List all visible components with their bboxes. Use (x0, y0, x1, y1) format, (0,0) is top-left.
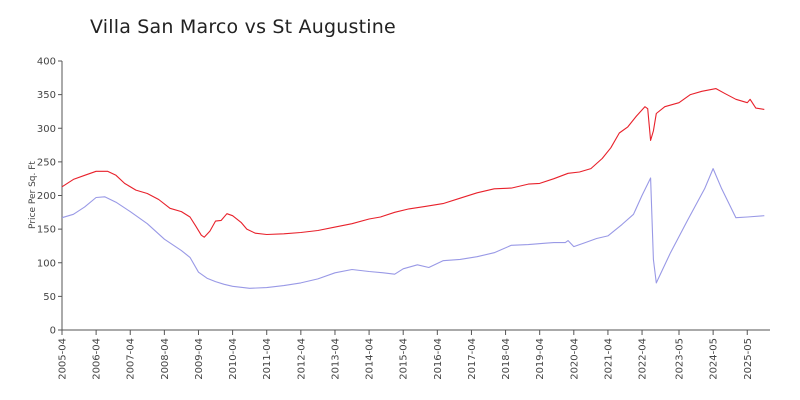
series-line-1 (61, 88, 765, 238)
x-tick-label: 2010-04 (228, 338, 239, 380)
x-tick-label: 2020-04 (569, 338, 580, 380)
x-tick-label: 2005-04 (58, 338, 69, 380)
y-tick-label: 100 (37, 258, 56, 269)
y-tick-label: 200 (37, 191, 56, 202)
x-tick-label: 2006-04 (92, 338, 103, 380)
x-tick-label: 2007-04 (126, 338, 137, 380)
y-tick-label: 0 (50, 326, 56, 337)
x-tick-label: 2009-04 (194, 338, 205, 380)
x-tick-label: 2012-04 (296, 338, 307, 380)
y-tick-label: 250 (37, 157, 56, 168)
x-tick-label: 2022-04 (638, 338, 649, 380)
x-tick-label: 2024-05 (709, 338, 720, 380)
y-tick-label: 400 (37, 57, 56, 68)
x-tick-label: 2025-05 (743, 338, 754, 380)
x-tick-label: 2019-04 (535, 338, 546, 380)
chart-title: Villa San Marco vs St Augustine (90, 16, 396, 38)
x-tick-label: 2014-04 (365, 338, 376, 380)
axes: 0 50 100 150 200 250 300 350 400 2005-04 2006-04 20… (37, 57, 770, 380)
x-tick-label: 2015-04 (399, 338, 410, 380)
x-tick-label: 2018-04 (501, 338, 512, 380)
y-tick-label: 50 (43, 292, 56, 303)
y-axis-label: Price Per Sq. Ft (28, 161, 38, 229)
series-layer (61, 88, 765, 289)
y-tick-label: 300 (37, 124, 56, 135)
x-tick-label: 2008-04 (160, 338, 171, 380)
x-tick-label: 2016-04 (433, 338, 444, 380)
x-tick-label: 2013-04 (330, 338, 341, 380)
y-tick-label: 150 (37, 225, 56, 236)
x-tick-label: 2021-04 (603, 338, 614, 380)
x-tick-label: 2023-05 (675, 338, 686, 380)
series-line-2 (61, 168, 765, 289)
x-tick-label: 2011-04 (262, 338, 273, 380)
x-tick-label: 2017-04 (467, 338, 478, 380)
y-tick-label: 350 (37, 90, 56, 101)
